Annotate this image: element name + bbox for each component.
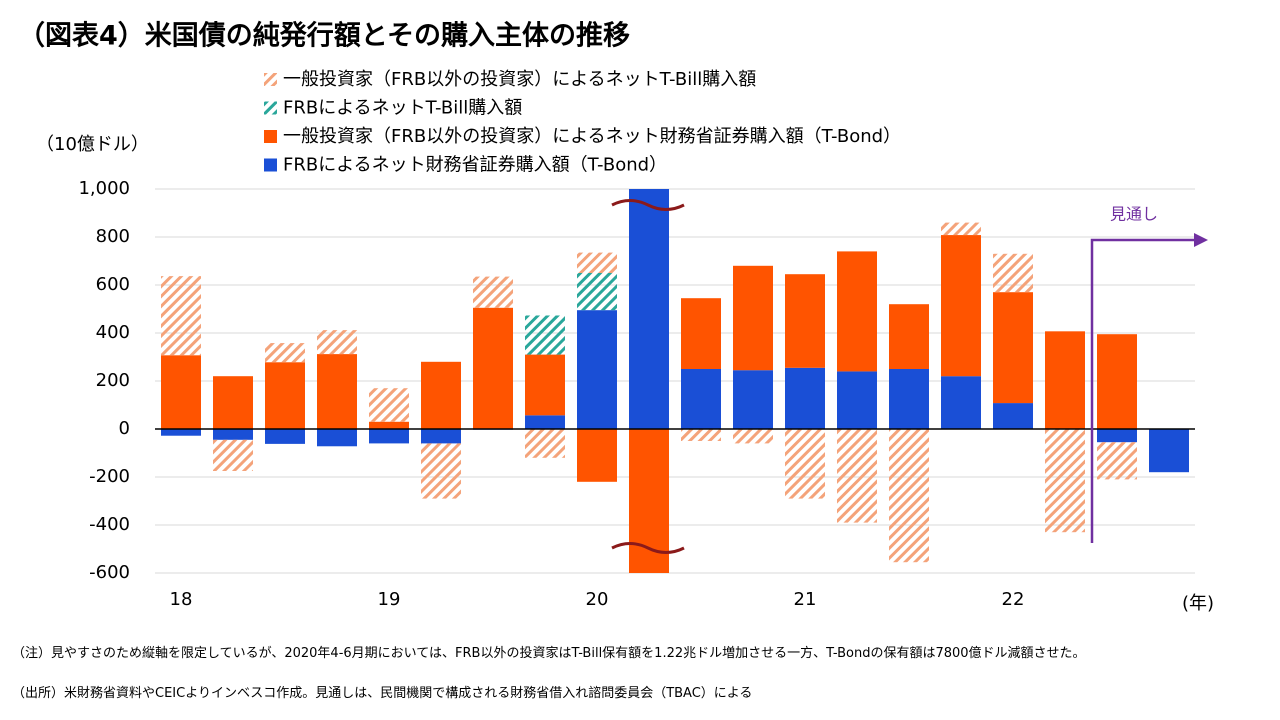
bar-segment (681, 369, 721, 429)
bar-segment (577, 429, 617, 482)
legend-label: FRBによるネットT-Bill購入額 (283, 98, 522, 119)
bar-segment (317, 330, 357, 355)
bar-segment (577, 252, 617, 273)
y-tick-label: 200 (96, 370, 130, 391)
bar-segment (421, 443, 461, 499)
bar-segment (941, 376, 981, 429)
bar-segment (629, 189, 669, 429)
bar-segment (941, 235, 981, 377)
bar-segment (369, 429, 409, 444)
bar-segment (213, 439, 253, 471)
x-tick-label: 21 (794, 589, 817, 610)
bar-segment (525, 315, 565, 355)
legend-swatch (264, 73, 277, 86)
bar-segment (161, 429, 201, 436)
bar-segment (837, 429, 877, 523)
legend-swatch (264, 158, 277, 172)
bar-segment (785, 367, 825, 429)
bar-segment (785, 429, 825, 499)
bar-segment (837, 371, 877, 429)
bar-segment (733, 370, 773, 429)
forecast-arrow (1090, 238, 1200, 543)
bar-segment (785, 274, 825, 368)
bar-segment (265, 343, 305, 363)
bars (161, 189, 1189, 573)
x-tick-label: 18 (170, 589, 193, 610)
bar-segment (577, 273, 617, 311)
bar-segment (525, 354, 565, 416)
bar-segment (1097, 429, 1137, 443)
bar-segment (993, 253, 1033, 293)
bar-segment (1097, 334, 1137, 429)
y-axis-label: （10億ドル） (36, 134, 149, 155)
legend-swatch (264, 130, 277, 143)
forecast-marker: 見通し (1090, 205, 1208, 543)
legend-swatch (264, 101, 277, 115)
bar-segment (161, 276, 201, 356)
plot: -600 -400 -200 0 200 400 600 800 1,000 18 19 20 21 22 (78, 178, 1195, 610)
x-axis-label: (年) (1182, 593, 1214, 614)
y-tick-label: -600 (89, 562, 130, 583)
bar-segment (681, 429, 721, 441)
bar-segment (1045, 331, 1085, 429)
bar-segment (889, 304, 929, 369)
break-mark (611, 199, 685, 211)
bar-segment (993, 403, 1033, 429)
axis-break (611, 199, 685, 554)
bar-segment (993, 292, 1033, 404)
y-tick-label: -200 (89, 466, 130, 487)
bar-segment (473, 276, 513, 308)
bar-segment (837, 251, 877, 372)
y-tick-label: 800 (96, 226, 130, 247)
bar-segment (161, 355, 201, 429)
bar-segment (629, 429, 669, 573)
bar-segment (265, 362, 305, 429)
bar-segment (1045, 429, 1085, 533)
bar-segment (733, 265, 773, 371)
bar-segment (577, 310, 617, 429)
y-tick-label: 600 (96, 274, 130, 295)
bar-segment (941, 222, 981, 236)
y-tick-label: 400 (96, 322, 130, 343)
bar-segment (421, 361, 461, 429)
bar-segment (213, 429, 253, 440)
bar-segment (733, 429, 773, 444)
y-tick-label: 0 (119, 418, 130, 439)
bar-segment (525, 415, 565, 429)
arrow-head (1194, 233, 1208, 247)
y-tick-label: -400 (89, 514, 130, 535)
bar-segment (369, 388, 409, 422)
bar-segment (213, 376, 253, 429)
bar-segment (421, 429, 461, 444)
bar-segment (889, 429, 929, 563)
bar-segment (369, 421, 409, 429)
x-tick-label: 20 (586, 589, 609, 610)
break-mark (611, 542, 685, 554)
bar-segment (1149, 429, 1189, 473)
annotation: 見通し (1110, 205, 1158, 224)
bar-segment (1097, 442, 1137, 480)
legend-label: FRBによるネット財務省証券購入額（T-Bond） (283, 155, 667, 176)
y-tick-label: 1,000 (78, 178, 130, 199)
source: （出所）米財務省資料やCEICよりインベスコ作成。見通しは、民間機関で構成される… (12, 686, 753, 701)
note: （注）見やすさのため縦軸を限定しているが、2020年4-6月期においては、FRB… (12, 646, 1086, 661)
legend-label: 一般投資家（FRB以外の投資家）によるネット財務省証券購入額（T-Bond） (283, 126, 901, 147)
chart-title: （図表4）米国債の純発行額とその購入主体の推移 (18, 20, 630, 52)
bar-segment (317, 354, 357, 429)
bar-segment (265, 429, 305, 444)
bar-segment (525, 429, 565, 458)
x-tick-label: 22 (1002, 589, 1025, 610)
bar-segment (889, 369, 929, 429)
bar-segment (317, 429, 357, 447)
x-tick-label: 19 (378, 589, 401, 610)
bar-segment (681, 298, 721, 369)
bar-segment (473, 307, 513, 429)
legend-label: 一般投資家（FRB以外の投資家）によるネットT-Bill購入額 (283, 69, 756, 90)
